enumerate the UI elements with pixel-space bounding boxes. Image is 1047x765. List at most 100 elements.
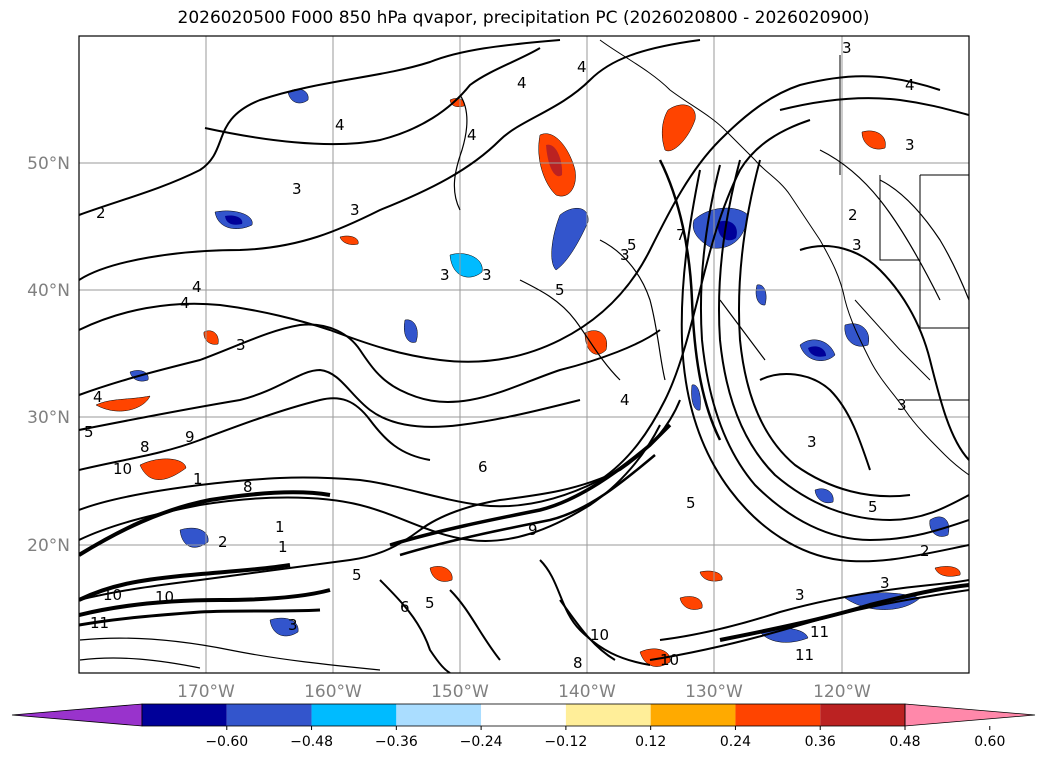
contour-label: 3 — [880, 574, 890, 592]
precip-patch — [691, 384, 701, 411]
contour-label: 2 — [848, 206, 858, 224]
colorbar-frame — [141, 703, 906, 727]
state-borders — [879, 175, 920, 261]
contour-line — [519, 279, 621, 381]
contour-label: 4 — [93, 388, 103, 406]
colorbar-swatch — [650, 704, 736, 726]
contour-label: 2 — [218, 533, 228, 551]
contour-line — [658, 159, 722, 441]
contour-label: 6 — [400, 598, 410, 616]
colorbar-tick-label: −0.24 — [460, 734, 503, 750]
contour-label: 4 — [180, 294, 190, 312]
contour-label: 3 — [807, 433, 817, 451]
contour-line — [79, 39, 561, 216]
contour-label: 5 — [425, 594, 435, 612]
precip-patch — [699, 570, 723, 582]
colorbar-tick-label: 0.48 — [889, 734, 920, 750]
contour-label: 5 — [627, 236, 637, 254]
contour-label: 9 — [528, 521, 538, 539]
contour-label: 8 — [573, 654, 583, 672]
contour-line — [79, 39, 701, 281]
colorbar-swatch — [142, 704, 227, 726]
contour-label: 3 — [897, 396, 907, 414]
precip-patch — [808, 346, 826, 357]
precip-patch — [404, 319, 418, 343]
precip-patch — [95, 395, 151, 412]
contour-label: 3 — [350, 201, 360, 219]
contour-label: 1 — [275, 518, 285, 536]
precip-patch — [844, 323, 870, 347]
map-frame — [78, 35, 970, 674]
precip-patch — [584, 330, 608, 355]
lon-label: 150°W — [431, 682, 489, 702]
contour-label: 5 — [352, 566, 362, 584]
contour-label: 2 — [920, 542, 930, 560]
qvapor-contours — [79, 39, 969, 673]
contour-line — [879, 179, 969, 301]
contour-line — [379, 579, 451, 673]
contour-label: 1 — [193, 470, 203, 488]
lat-labels: 50°N 40°N 30°N 20°N — [27, 154, 70, 556]
graticule — [79, 36, 969, 673]
contour-label: 10 — [590, 626, 609, 644]
contour-label: 4 — [192, 278, 202, 296]
colorbar: −0.60 −0.48 −0.36 −0.24 −0.12 0.12 0.24 0.36 0.4… — [11, 703, 1036, 750]
lon-label: 170°W — [177, 682, 235, 702]
contour-line — [79, 397, 431, 471]
contour-line — [79, 119, 811, 511]
precip-patch — [861, 130, 886, 150]
thick-contour-bundle — [79, 159, 969, 642]
contour-line — [700, 164, 969, 542]
precip-patch — [449, 253, 483, 278]
contour-line — [453, 94, 468, 211]
contour-line — [779, 97, 969, 116]
colorbar-tick-label: 0.36 — [805, 734, 836, 750]
contour-label: 1 — [278, 538, 288, 556]
contour-label: 3 — [236, 336, 246, 354]
contour-line — [79, 657, 201, 669]
contour-line — [79, 490, 331, 557]
colorbar-tick-label: −0.60 — [205, 734, 248, 750]
contour-label: 4 — [467, 126, 477, 144]
contour-label: 3 — [842, 39, 852, 57]
contour-label: 3 — [795, 586, 805, 604]
contour-label: 3 — [440, 266, 450, 284]
colorbar-swatch — [481, 704, 566, 726]
contour-line — [399, 454, 656, 557]
contour-label: 3 — [852, 236, 862, 254]
contour-line — [599, 239, 666, 381]
contour-label: 2 — [96, 204, 106, 222]
contour-label: 3 — [482, 266, 492, 284]
precip-patch — [179, 527, 209, 548]
contour-label: 10 — [103, 586, 122, 604]
precip-patch — [139, 458, 187, 480]
contour-label: 10 — [113, 460, 132, 478]
contour-line — [79, 323, 661, 403]
contour-line — [204, 47, 541, 146]
colorbar-swatch — [311, 704, 397, 726]
colorbar-swatch — [735, 704, 821, 726]
contour-line — [738, 159, 911, 498]
precip-patch — [661, 104, 696, 152]
coastline — [599, 39, 969, 476]
contour-label: 9 — [185, 428, 195, 446]
precip-patch — [814, 488, 834, 504]
colorbar-swatch — [565, 704, 651, 726]
colorbar-tick-label: 0.12 — [635, 734, 666, 750]
state-borders — [854, 299, 931, 381]
contour-line — [680, 169, 969, 563]
lon-label: 130°W — [685, 682, 743, 702]
contour-line — [389, 423, 672, 547]
colorbar-extend-high — [904, 703, 1036, 727]
lon-label: 160°W — [304, 682, 362, 702]
contour-line — [539, 559, 651, 666]
contour-label: 4 — [335, 116, 345, 134]
precip-patch — [934, 566, 961, 577]
contour-label: 8 — [243, 478, 253, 496]
contour-label: 4 — [620, 391, 630, 409]
colorbar-extend-low — [11, 703, 143, 727]
contour-line — [79, 637, 381, 671]
lat-label: 20°N — [27, 536, 70, 556]
colorbar-tick-label: −0.48 — [290, 734, 333, 750]
